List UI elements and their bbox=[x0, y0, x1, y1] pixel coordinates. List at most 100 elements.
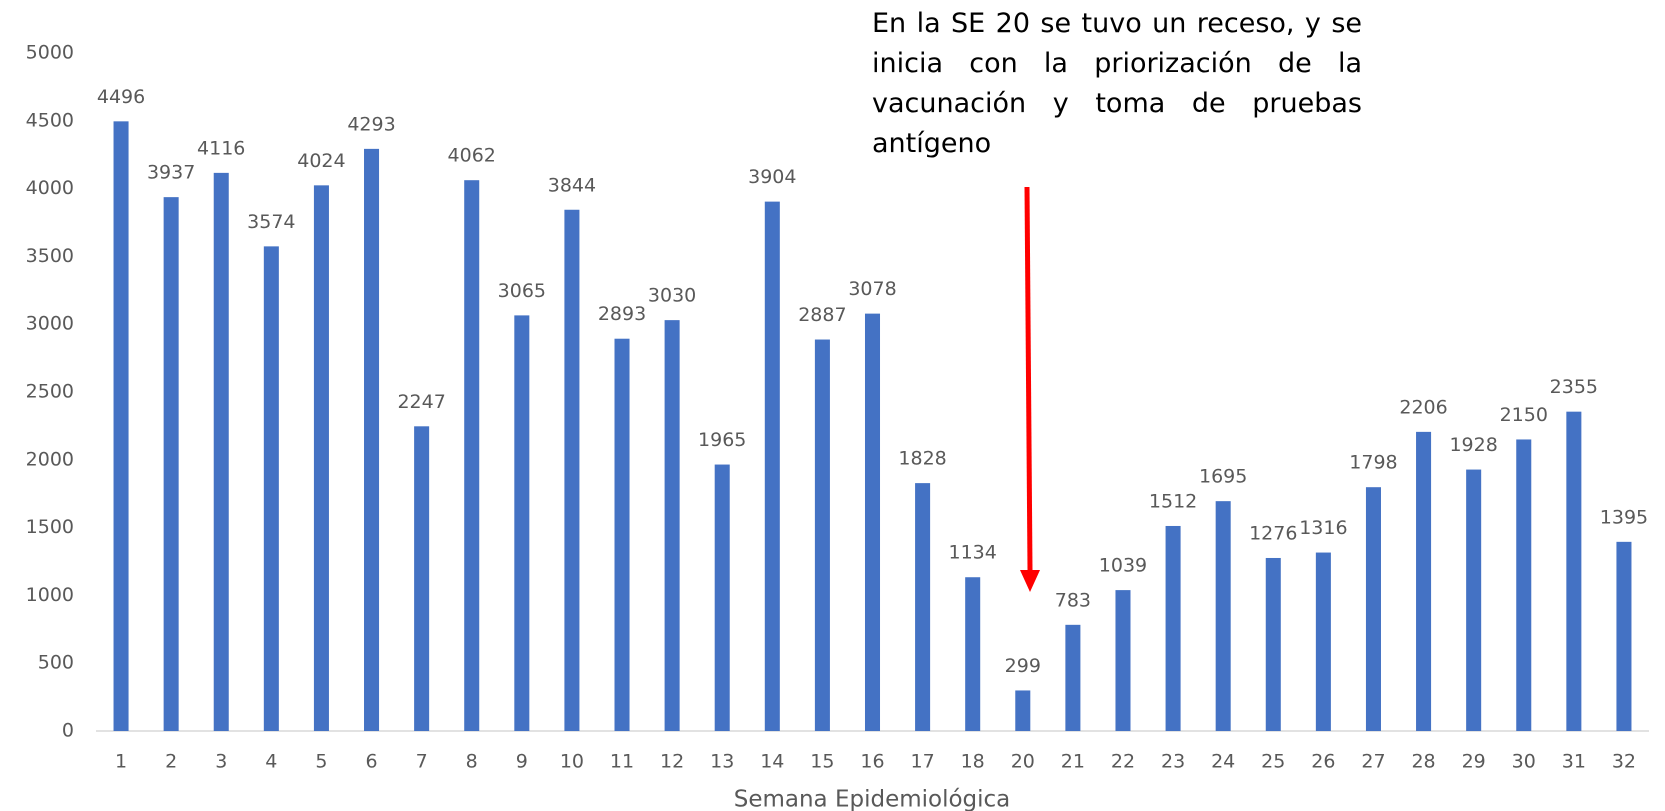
x-tick-label: 30 bbox=[1512, 751, 1536, 773]
value-label: 3904 bbox=[748, 166, 796, 188]
x-tick-label: 24 bbox=[1211, 751, 1235, 773]
value-label: 1039 bbox=[1099, 555, 1147, 577]
value-label: 4062 bbox=[448, 145, 496, 167]
x-tick-label: 11 bbox=[610, 751, 634, 773]
x-tick-label: 20 bbox=[1011, 751, 1035, 773]
value-label: 1395 bbox=[1600, 506, 1648, 528]
value-label: 3030 bbox=[648, 285, 696, 307]
x-tick-label: 18 bbox=[961, 751, 985, 773]
bar bbox=[714, 464, 730, 731]
bar bbox=[965, 577, 981, 731]
value-label: 2893 bbox=[598, 303, 646, 325]
x-tick-label: 32 bbox=[1612, 751, 1636, 773]
value-label: 2887 bbox=[798, 304, 846, 326]
bar bbox=[514, 315, 530, 731]
x-tick-label: 26 bbox=[1311, 751, 1335, 773]
bar bbox=[1516, 439, 1532, 731]
value-label: 2206 bbox=[1399, 396, 1447, 418]
bar bbox=[1616, 541, 1632, 731]
y-tick-label: 500 bbox=[38, 652, 74, 674]
bar bbox=[1315, 552, 1331, 731]
bar bbox=[564, 209, 580, 731]
bar bbox=[915, 483, 931, 731]
y-tick-label: 2500 bbox=[26, 381, 74, 403]
value-label: 783 bbox=[1055, 589, 1091, 611]
x-tick-label: 27 bbox=[1361, 751, 1385, 773]
x-tick-label: 9 bbox=[516, 751, 528, 773]
value-label: 4496 bbox=[97, 86, 145, 108]
x-tick-label: 14 bbox=[760, 751, 784, 773]
value-label: 4116 bbox=[197, 137, 245, 159]
value-label: 1798 bbox=[1349, 452, 1397, 474]
y-tick-label: 4500 bbox=[26, 109, 74, 131]
annotation: En la SE 20 se tuvo un receso, y se inic… bbox=[872, 8, 1362, 159]
bar bbox=[313, 185, 329, 732]
y-tick-label: 1000 bbox=[26, 584, 74, 606]
bar bbox=[1065, 624, 1081, 731]
bar bbox=[213, 172, 229, 731]
value-label: 2247 bbox=[397, 391, 445, 413]
arrow-shaft bbox=[1024, 186, 1033, 571]
bar bbox=[1215, 501, 1231, 731]
bar bbox=[1165, 525, 1181, 731]
bar bbox=[163, 197, 179, 731]
bar bbox=[1365, 487, 1381, 731]
value-label: 1134 bbox=[949, 542, 997, 564]
bar bbox=[1015, 690, 1031, 731]
y-tick-label: 1500 bbox=[26, 516, 74, 538]
x-tick-label: 25 bbox=[1261, 751, 1285, 773]
x-tick-label: 17 bbox=[911, 751, 935, 773]
bar bbox=[614, 338, 630, 731]
bar bbox=[764, 201, 780, 731]
value-label: 299 bbox=[1005, 655, 1041, 677]
x-tick-label: 5 bbox=[315, 751, 327, 773]
x-tick-label: 7 bbox=[416, 751, 428, 773]
value-label: 1965 bbox=[698, 429, 746, 451]
value-label: 1695 bbox=[1199, 466, 1247, 488]
x-tick-label: 8 bbox=[466, 751, 478, 773]
bar bbox=[864, 313, 881, 731]
x-tick-label: 6 bbox=[365, 751, 377, 773]
value-label: 2355 bbox=[1550, 376, 1598, 398]
bar bbox=[814, 339, 830, 731]
x-tick-label: 12 bbox=[660, 751, 684, 773]
x-tick-label: 16 bbox=[860, 751, 884, 773]
value-label: 3937 bbox=[147, 162, 195, 184]
bar bbox=[1566, 411, 1582, 731]
bar bbox=[464, 180, 480, 731]
bar bbox=[364, 148, 380, 731]
value-label: 4293 bbox=[347, 113, 395, 135]
x-axis-label: Semana Epidemiológica bbox=[734, 787, 1011, 811]
value-label: 3574 bbox=[247, 211, 295, 233]
value-label: 1928 bbox=[1449, 434, 1497, 456]
arrow-head bbox=[1020, 570, 1040, 592]
y-tick-label: 5000 bbox=[26, 42, 74, 64]
bar bbox=[664, 320, 680, 731]
y-tick-label: 3000 bbox=[26, 313, 74, 335]
y-tick-label: 3500 bbox=[26, 245, 74, 267]
bar bbox=[1416, 431, 1432, 731]
bar bbox=[414, 426, 430, 731]
x-tick-label: 10 bbox=[560, 751, 584, 773]
x-tick-label: 28 bbox=[1411, 751, 1435, 773]
x-tick-label: 23 bbox=[1161, 751, 1185, 773]
value-label: 1512 bbox=[1149, 490, 1197, 512]
x-tick-label: 13 bbox=[710, 751, 734, 773]
bar bbox=[1265, 557, 1281, 731]
x-tick-label: 15 bbox=[810, 751, 834, 773]
value-label: 3844 bbox=[548, 174, 596, 196]
x-tick-label: 22 bbox=[1111, 751, 1135, 773]
value-label: 1276 bbox=[1249, 522, 1297, 544]
x-tick-label: 21 bbox=[1061, 751, 1085, 773]
value-label: 1316 bbox=[1299, 517, 1347, 539]
x-tick-label: 29 bbox=[1462, 751, 1486, 773]
bar bbox=[263, 246, 279, 731]
value-label: 3065 bbox=[498, 280, 546, 302]
y-tick-label: 0 bbox=[62, 720, 74, 742]
bar bbox=[1115, 590, 1131, 731]
bar bbox=[113, 121, 129, 731]
value-label: 1828 bbox=[898, 448, 946, 470]
x-tick-label: 4 bbox=[265, 751, 277, 773]
